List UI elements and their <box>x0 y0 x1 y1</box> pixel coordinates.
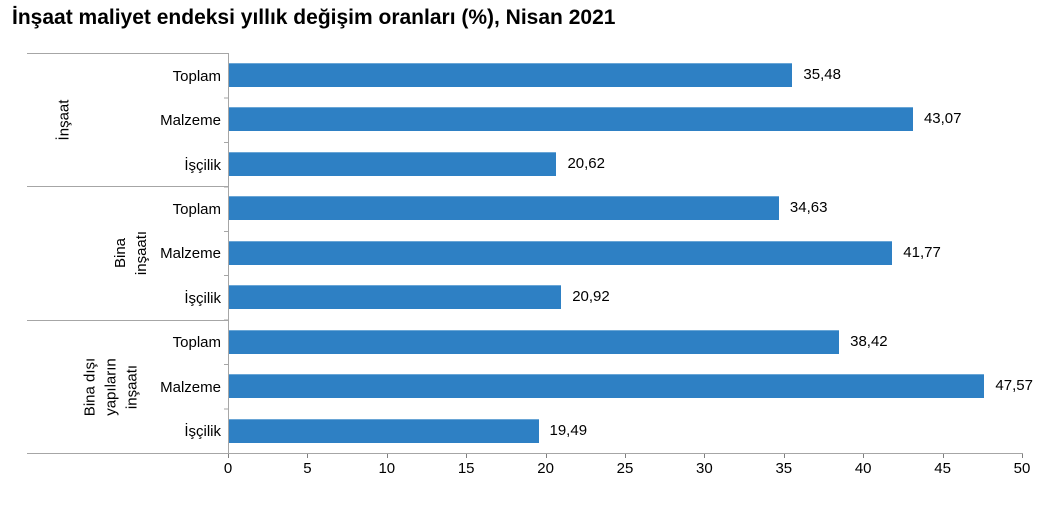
x-axis-line <box>27 453 1023 454</box>
x-axis-tick-label: 50 <box>1013 460 1031 477</box>
value-label: 47,57 <box>995 377 1033 395</box>
value-label: 20,62 <box>567 154 605 172</box>
x-axis-tickmark <box>1022 454 1023 458</box>
bar <box>229 107 913 132</box>
bar <box>229 196 779 221</box>
group-label: İnşaat <box>54 100 75 141</box>
bar-row: 47,57 <box>229 364 1033 408</box>
x-axis-tick-label: 10 <box>378 460 396 477</box>
category-group-bina-insaati: Bina inşaatı Toplam Malzeme İşçilik <box>27 186 228 319</box>
bar <box>229 329 840 354</box>
x-axis-tickmark <box>307 454 309 458</box>
value-label: 19,49 <box>549 421 588 439</box>
value-label: 43,07 <box>923 110 962 128</box>
bar <box>229 285 562 310</box>
bar-row: 19,49 <box>229 409 1022 453</box>
x-axis-tickmark <box>863 454 865 458</box>
bar-row: 20,62 <box>229 142 1022 186</box>
x-axis-tickmark <box>228 454 229 458</box>
x-axis-tick-label: 0 <box>223 460 233 477</box>
category-group-insaat: İnşaat Toplam Malzeme İşçilik <box>27 53 228 186</box>
x-axis-tick-label: 40 <box>854 460 872 477</box>
x-axis-tick-label: 20 <box>537 460 554 477</box>
category-axis: İnşaat Toplam Malzeme İşçilik Bina inşaa… <box>27 53 228 453</box>
bar-row: 35,48 <box>229 53 1022 97</box>
x-axis-tickmark <box>625 454 626 458</box>
category-label: Malzeme <box>160 245 221 263</box>
value-label: 38,42 <box>850 332 888 350</box>
bar <box>229 63 793 87</box>
category-label: İşçilik <box>184 289 221 307</box>
x-axis-tickmark <box>466 454 468 458</box>
bar-row: 41,77 <box>229 231 1022 275</box>
bar-row: 38,42 <box>229 320 1022 364</box>
x-axis-tick-label: 45 <box>934 460 951 477</box>
x-axis-tickmark <box>386 454 388 458</box>
x-axis-tickmark <box>545 454 547 458</box>
category-label: Toplam <box>172 334 221 352</box>
bar <box>229 418 539 443</box>
x-axis-tickmark <box>942 454 944 458</box>
plot-area: 35,48 43,07 20,62 34,63 41,77 20,92 38,4… <box>224 53 1033 453</box>
value-label: 34,63 <box>789 199 828 217</box>
x-axis-tick-label: 25 <box>616 460 634 477</box>
x-axis-tick-label: 35 <box>775 460 793 477</box>
category-label: Toplam <box>172 67 221 85</box>
category-group-bina-disi: Bina dışı yapıların inşaatı Toplam Malze… <box>27 319 228 453</box>
bar-row: 34,63 <box>229 186 1022 230</box>
x-axis-tick-label: 30 <box>696 460 713 477</box>
bar-row: 43,07 <box>229 97 1022 141</box>
value-label: 35,48 <box>803 66 841 83</box>
x-axis: 0 5 10 15 20 25 30 35 40 45 50 <box>224 453 1030 479</box>
bar <box>229 374 985 399</box>
category-axis-tickmarks <box>224 53 228 453</box>
x-axis-tick-label: 15 <box>457 460 475 477</box>
category-label: Toplam <box>172 201 221 219</box>
bar <box>229 240 893 265</box>
value-label: 41,77 <box>903 243 941 261</box>
group-label-line: Bina dışı <box>81 357 99 416</box>
category-label: Malzeme <box>160 112 221 130</box>
category-label: Malzeme <box>160 378 221 396</box>
bar-row: 20,92 <box>229 275 1022 319</box>
group-label-line: İnşaat <box>55 99 73 141</box>
chart-title: İnşaat maliyet endeksi yıllık değişim or… <box>12 6 616 29</box>
x-axis-tick-label: 5 <box>303 460 312 477</box>
category-label: İşçilik <box>184 156 221 174</box>
x-axis-tickmark <box>783 454 785 458</box>
x-axis-tickmark <box>704 454 706 458</box>
category-label: İşçilik <box>184 423 221 441</box>
bar <box>229 151 557 176</box>
value-label: 20,92 <box>572 288 610 306</box>
